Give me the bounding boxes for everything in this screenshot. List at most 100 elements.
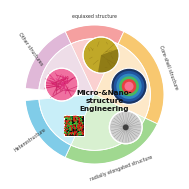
Circle shape (123, 124, 129, 130)
FancyBboxPatch shape (64, 115, 84, 136)
Point (64, 129, 67, 132)
Point (81, 115, 84, 118)
Wedge shape (39, 94, 94, 145)
Point (69, 122, 72, 125)
Point (81, 116, 84, 119)
Point (64, 117, 67, 120)
Point (78, 121, 81, 124)
Wedge shape (71, 39, 118, 94)
Point (74, 119, 77, 122)
Point (67, 117, 70, 120)
Point (68, 118, 71, 121)
Point (65, 116, 68, 119)
Point (77, 133, 80, 136)
Point (74, 126, 77, 129)
Point (80, 119, 83, 122)
Point (68, 123, 71, 126)
Point (66, 118, 69, 121)
Point (80, 122, 83, 125)
Point (65, 133, 68, 136)
Point (74, 126, 77, 129)
Point (79, 119, 82, 122)
Point (74, 115, 77, 119)
Point (75, 130, 78, 133)
Point (72, 125, 75, 128)
Point (74, 131, 77, 134)
Point (68, 117, 71, 120)
Point (78, 133, 81, 136)
Point (79, 117, 82, 120)
Point (67, 117, 70, 120)
Point (77, 128, 80, 131)
Point (68, 129, 71, 132)
Point (80, 122, 83, 125)
Wedge shape (116, 74, 142, 99)
Point (71, 131, 74, 134)
Point (73, 133, 76, 136)
Point (81, 124, 84, 127)
Point (70, 121, 73, 124)
Point (73, 116, 76, 119)
Wedge shape (118, 31, 164, 124)
Point (74, 122, 77, 125)
Point (77, 121, 81, 124)
Point (74, 115, 77, 118)
Point (75, 120, 78, 123)
Point (80, 132, 83, 135)
Point (73, 126, 76, 129)
Point (64, 129, 67, 132)
Wedge shape (119, 76, 139, 96)
Point (77, 122, 80, 125)
Point (69, 123, 72, 126)
Point (72, 116, 75, 119)
Point (65, 133, 68, 136)
Point (72, 116, 75, 119)
Point (77, 125, 80, 128)
Point (74, 119, 77, 122)
Point (80, 129, 83, 132)
Point (71, 123, 74, 126)
Point (68, 124, 71, 127)
Point (75, 117, 78, 120)
Point (78, 133, 81, 136)
Point (79, 128, 82, 131)
Point (63, 115, 66, 118)
Point (69, 119, 72, 122)
Point (80, 119, 83, 122)
Point (77, 127, 80, 130)
Point (64, 132, 67, 135)
Point (73, 133, 76, 136)
Point (80, 122, 83, 125)
Point (69, 120, 72, 123)
Point (78, 118, 81, 121)
Point (67, 117, 70, 120)
Point (81, 121, 84, 124)
Point (65, 125, 68, 128)
Text: Other structures: Other structures (17, 32, 43, 67)
Point (71, 131, 74, 134)
Point (64, 133, 67, 136)
Point (81, 133, 84, 136)
Point (69, 132, 72, 135)
Point (79, 125, 82, 128)
Point (69, 124, 72, 127)
Point (78, 120, 81, 123)
Point (73, 127, 76, 130)
Point (74, 127, 77, 130)
Circle shape (83, 37, 119, 73)
Point (63, 127, 66, 130)
Point (67, 117, 70, 120)
Point (64, 129, 67, 132)
Point (67, 117, 70, 120)
Point (73, 117, 76, 120)
Point (70, 118, 73, 121)
Point (75, 122, 78, 125)
Point (75, 117, 78, 120)
Wedge shape (94, 44, 150, 118)
Point (68, 118, 71, 121)
Point (80, 121, 83, 124)
Point (71, 132, 74, 135)
Point (69, 121, 72, 124)
Point (70, 124, 73, 127)
Point (66, 117, 69, 120)
